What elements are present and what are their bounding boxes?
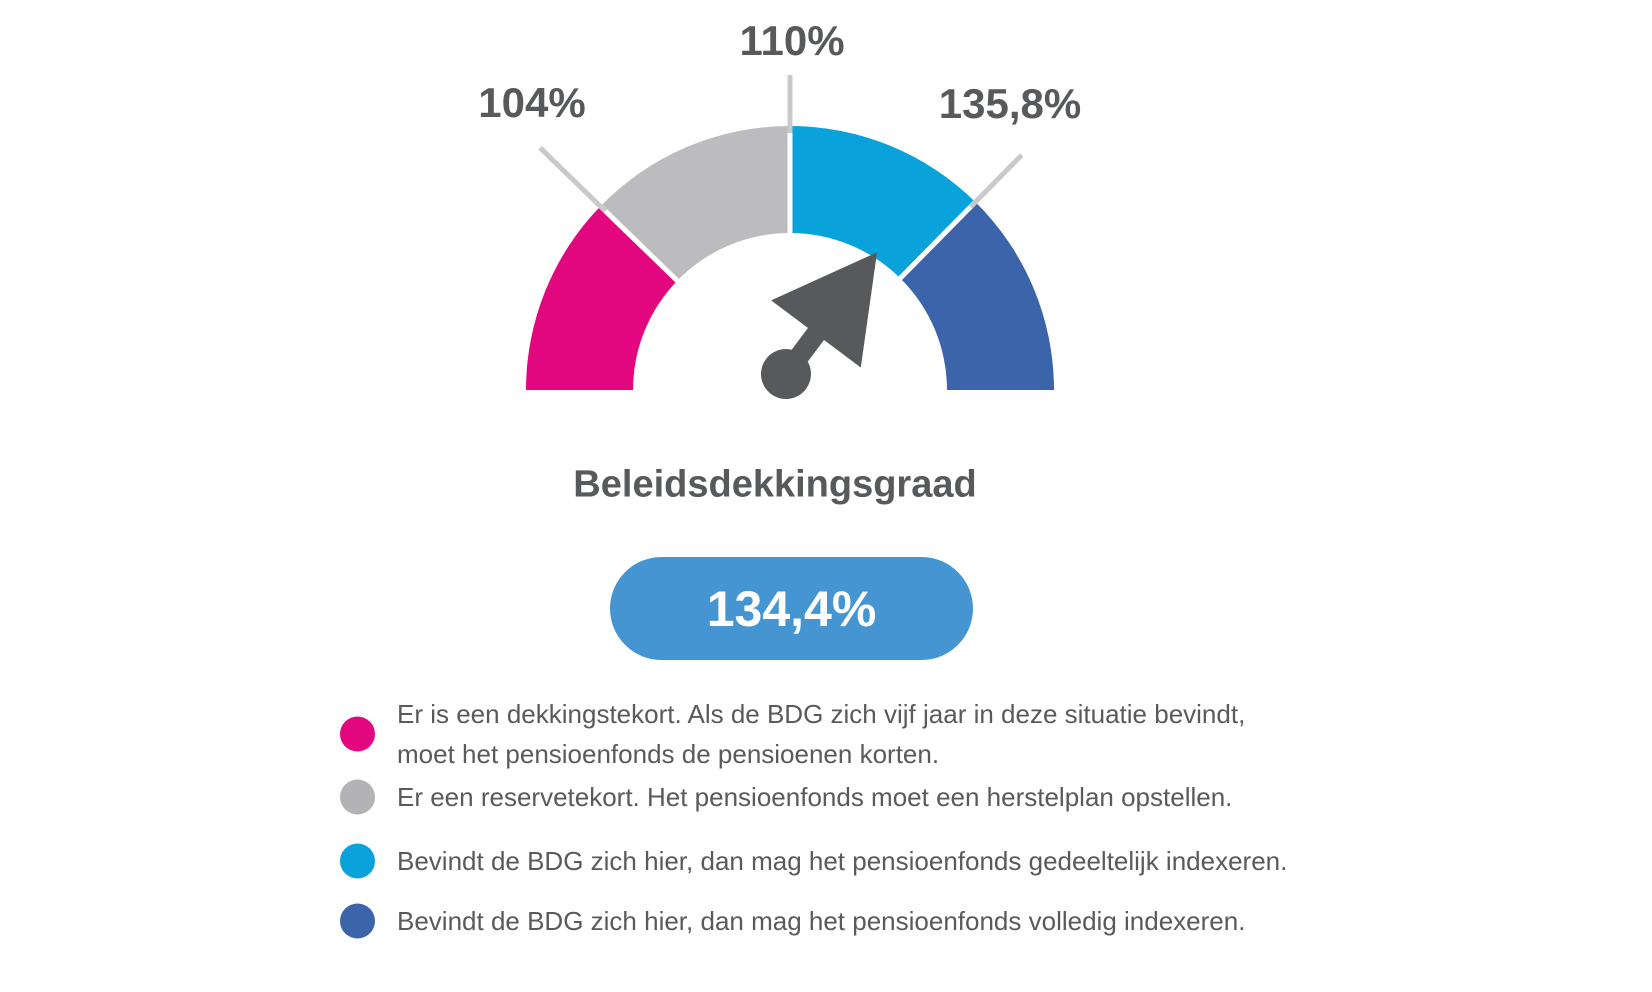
tick-label-110: 110% — [739, 17, 845, 64]
legend-text-line: moet het pensioenfonds de pensioenen kor… — [397, 739, 940, 769]
tick-line-104 — [538, 146, 608, 213]
legend-text-gedeeltelijk-indexeren: Bevindt de BDG zich hier, dan mag het pe… — [397, 846, 1288, 876]
legend-item-reservetekort: Er een reservetekort. Het pensioenfonds … — [340, 777, 1232, 817]
value-badge: 134,4% — [610, 557, 973, 660]
legend-text-dekkingstekort: Er is een dekkingstekort. Als de BDG zic… — [397, 694, 1245, 774]
segment-gap-1358 — [892, 194, 983, 287]
legend-dot-gray — [340, 779, 375, 815]
gauge-arc-segment-volledig-indexeren — [900, 202, 1054, 390]
needle-head — [771, 252, 878, 368]
segment-gap-104 — [592, 198, 686, 289]
legend-text-volledig-indexeren: Bevindt de BDG zich hier, dan mag het pe… — [397, 906, 1246, 936]
tick-label-104: 104% — [478, 79, 586, 126]
value-text: 134,4% — [706, 580, 877, 637]
chart-title: Beleidsdekkingsgraad — [573, 463, 977, 506]
legend-dot-pink — [340, 716, 375, 752]
gauge-arc-segment-gedeeltelijk-indexeren — [790, 126, 976, 279]
legend-item-gedeeltelijk-indexeren: Bevindt de BDG zich hier, dan mag het pe… — [340, 841, 1287, 881]
needle-stem — [777, 319, 830, 380]
gauge-needle — [761, 252, 878, 399]
tick-line-1358 — [968, 153, 1024, 209]
legend-dot-cyan — [340, 843, 375, 879]
gauge-arc-segment-dekkingstekort — [526, 206, 678, 390]
legend-item-volledig-indexeren: Bevindt de BDG zich hier, dan mag het pe… — [340, 901, 1245, 941]
legend-text-line: Er is een dekkingstekort. Als de BDG zic… — [397, 699, 1246, 729]
tick-label-1358: 135,8% — [938, 80, 1082, 127]
legend-item-dekkingstekort: Er is een dekkingstekort. Als de BDG zic… — [340, 694, 1245, 774]
legend-dot-blue — [340, 903, 375, 939]
gauge-arc-segment-reservetekort — [600, 126, 790, 281]
legend-text-reservetekort: Er een reservetekort. Het pensioenfonds … — [397, 782, 1233, 812]
